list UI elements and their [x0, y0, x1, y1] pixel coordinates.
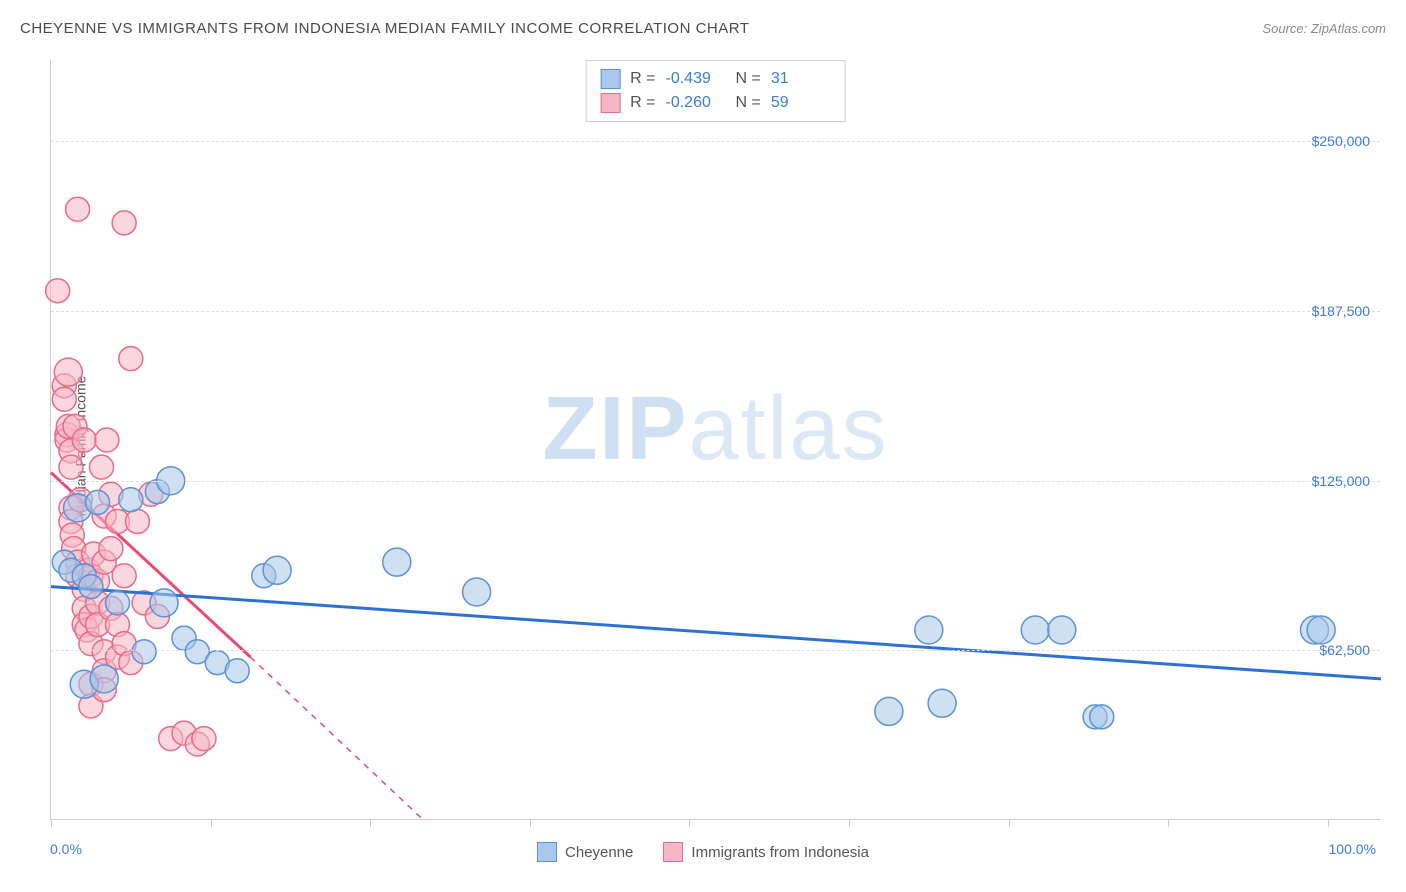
y-tick-label: $187,500 [1312, 303, 1370, 319]
regression-extrapolation [251, 657, 424, 820]
scatter-point [1048, 616, 1076, 644]
legend-label-0: Cheyenne [565, 844, 633, 861]
scatter-point [119, 347, 143, 371]
stats-r-value-0: -0.439 [666, 70, 726, 88]
y-tick-label: $250,000 [1312, 133, 1370, 149]
stats-r-value-1: -0.260 [666, 94, 726, 112]
scatter-point [150, 589, 178, 617]
x-tick [530, 819, 531, 827]
x-tick [1009, 819, 1010, 827]
scatter-point [1090, 705, 1114, 729]
stats-n-label-0: N = [736, 70, 761, 88]
x-tick [1168, 819, 1169, 827]
scatter-point [192, 727, 216, 751]
scatter-point [119, 488, 143, 512]
x-tick [370, 819, 371, 827]
scatter-point [263, 556, 291, 584]
plot-area: ZIPatlas R = -0.439 N = 31 R = -0.260 N … [50, 60, 1380, 820]
legend-item-1: Immigrants from Indonesia [663, 842, 869, 862]
stats-r-label-1: R = [630, 94, 655, 112]
y-tick-label: $125,000 [1312, 473, 1370, 489]
gridline-h [51, 311, 1380, 312]
chart-title: CHEYENNE VS IMMIGRANTS FROM INDONESIA ME… [20, 20, 749, 37]
scatter-point [52, 387, 76, 411]
scatter-point [59, 455, 83, 479]
scatter-point [132, 640, 156, 664]
stats-row-1: R = -0.260 N = 59 [600, 91, 831, 115]
scatter-point [875, 697, 903, 725]
legend-item-0: Cheyenne [537, 842, 633, 862]
scatter-point [1307, 616, 1335, 644]
gridline-h [51, 650, 1380, 651]
scatter-point [112, 564, 136, 588]
scatter-point [915, 616, 943, 644]
x-axis-left-label: 0.0% [50, 841, 82, 857]
x-tick [1328, 819, 1329, 827]
gridline-h [51, 141, 1380, 142]
gridline-h [51, 481, 1380, 482]
stats-row-0: R = -0.439 N = 31 [600, 67, 831, 91]
scatter-point [54, 358, 82, 386]
scatter-point [90, 665, 118, 693]
scatter-point [66, 197, 90, 221]
scatter-point [383, 548, 411, 576]
scatter-point [125, 509, 149, 533]
scatter-point [90, 455, 114, 479]
scatter-point [1021, 616, 1049, 644]
x-tick [689, 819, 690, 827]
x-tick [51, 819, 52, 827]
scatter-point [86, 490, 110, 514]
stats-n-label-1: N = [736, 94, 761, 112]
legend-swatch-1 [663, 842, 683, 862]
x-tick [211, 819, 212, 827]
x-tick [849, 819, 850, 827]
scatter-point [46, 279, 70, 303]
stats-n-value-1: 59 [771, 94, 831, 112]
scatter-point [99, 537, 123, 561]
x-axis-right-label: 100.0% [1329, 841, 1376, 857]
stats-swatch-0 [600, 69, 620, 89]
bottom-legend: Cheyenne Immigrants from Indonesia [537, 842, 869, 862]
stats-swatch-1 [600, 93, 620, 113]
scatter-point [79, 575, 103, 599]
title-bar: CHEYENNE VS IMMIGRANTS FROM INDONESIA ME… [20, 20, 1386, 37]
scatter-point [95, 428, 119, 452]
scatter-point [225, 659, 249, 683]
scatter-point [928, 689, 956, 717]
y-tick-label: $62,500 [1319, 642, 1370, 658]
stats-box: R = -0.439 N = 31 R = -0.260 N = 59 [585, 60, 846, 122]
scatter-point [112, 211, 136, 235]
legend-swatch-0 [537, 842, 557, 862]
legend-label-1: Immigrants from Indonesia [691, 844, 869, 861]
scatter-point [463, 578, 491, 606]
chart-container: CHEYENNE VS IMMIGRANTS FROM INDONESIA ME… [0, 0, 1406, 892]
stats-r-label-0: R = [630, 70, 655, 88]
stats-n-value-0: 31 [771, 70, 831, 88]
regression-line [51, 587, 1381, 679]
scatter-svg [51, 60, 1380, 819]
source-label: Source: ZipAtlas.com [1262, 21, 1386, 36]
scatter-point [106, 591, 130, 615]
scatter-point [72, 428, 96, 452]
